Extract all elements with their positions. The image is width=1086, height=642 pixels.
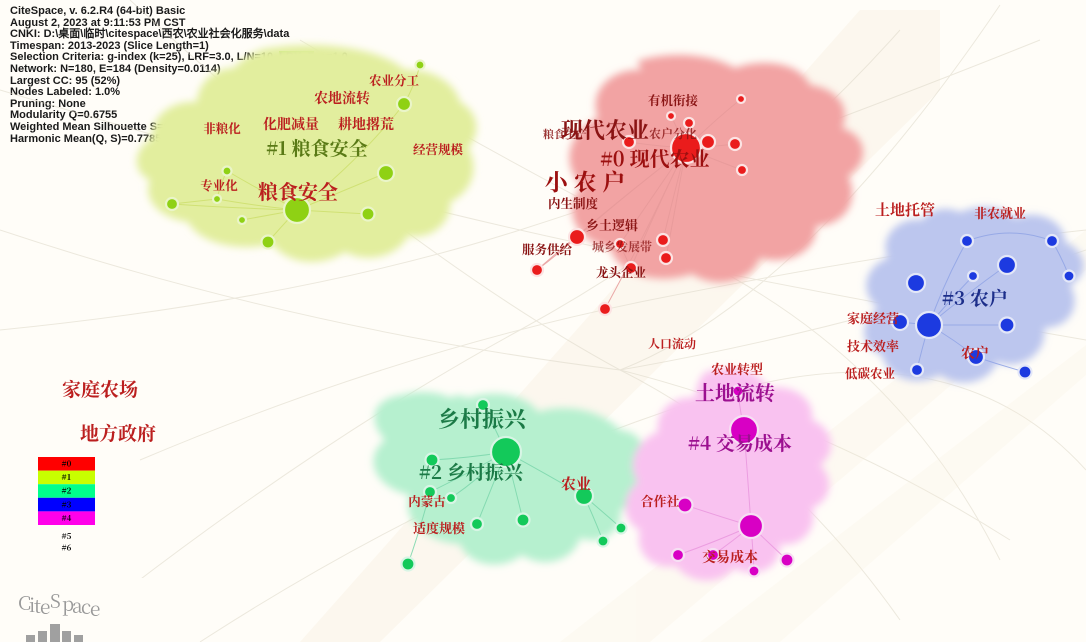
svg-text:e: e xyxy=(40,593,50,620)
svg-text:服务供给: 服务供给 xyxy=(522,240,573,258)
svg-text:非农就业: 非农就业 xyxy=(974,203,1026,222)
svg-text:交易成本: 交易成本 xyxy=(702,547,758,567)
svg-text:经营规模: 经营规模 xyxy=(413,140,464,158)
svg-text:#5: #5 xyxy=(62,531,72,542)
svg-text:#6: #6 xyxy=(62,543,72,554)
svg-text:农业分工: 农业分工 xyxy=(368,71,420,89)
svg-text:家庭农场: 家庭农场 xyxy=(62,375,138,402)
svg-text:农业转型: 农业转型 xyxy=(710,359,763,378)
svg-text:#2 乡村振兴: #2 乡村振兴 xyxy=(419,458,525,485)
svg-text:#3: #3 xyxy=(62,499,72,510)
svg-text:农地流转: 农地流转 xyxy=(313,88,370,108)
svg-text:土地流转: 土地流转 xyxy=(695,377,775,406)
svg-text:内蒙古: 内蒙古 xyxy=(408,492,446,510)
svg-text:乡土逻辑: 乡土逻辑 xyxy=(586,215,638,234)
svg-text:小 农 户: 小 农 户 xyxy=(545,164,626,197)
svg-text:土地托管: 土地托管 xyxy=(875,199,935,220)
svg-text:人口流动: 人口流动 xyxy=(648,335,696,352)
svg-text:家庭经营: 家庭经营 xyxy=(847,308,899,327)
svg-text:粮食安全: 粮食安全 xyxy=(258,176,338,205)
svg-text:地方政府: 地方政府 xyxy=(80,419,156,446)
svg-text:适度规模: 适度规模 xyxy=(413,518,465,537)
svg-text:粮食生产: 粮食生产 xyxy=(543,126,587,142)
svg-text:低碳农业: 低碳农业 xyxy=(845,364,896,382)
svg-text:乡村振兴: 乡村振兴 xyxy=(438,403,528,434)
svg-text:#3 农户: #3 农户 xyxy=(942,284,1008,311)
svg-text:农业: 农业 xyxy=(560,473,591,494)
svg-text:#0: #0 xyxy=(62,459,72,470)
svg-text:城乡发展带: 城乡发展带 xyxy=(592,238,652,255)
svg-text:专业化: 专业化 xyxy=(200,176,238,194)
svg-text:合作社: 合作社 xyxy=(640,491,679,510)
svg-text:#4 交易成本: #4 交易成本 xyxy=(688,429,792,456)
svg-text:#1 粮食安全: #1 粮食安全 xyxy=(266,134,367,161)
svg-text:S: S xyxy=(50,587,61,614)
svg-text:农户: 农户 xyxy=(960,343,989,363)
svg-text:技术效率: 技术效率 xyxy=(847,336,900,355)
svg-text:#4: #4 xyxy=(62,513,72,524)
svg-text:耕地撂荒: 耕地撂荒 xyxy=(338,114,394,134)
svg-text:龙头企业: 龙头企业 xyxy=(596,263,647,281)
svg-text:有机衔接: 有机衔接 xyxy=(648,91,699,109)
svg-text:#1: #1 xyxy=(62,472,72,483)
svg-text:农户分化: 农户分化 xyxy=(648,125,697,142)
svg-text:非粮化: 非粮化 xyxy=(203,119,241,137)
svg-text:#2: #2 xyxy=(62,486,72,497)
svg-text:化肥减量: 化肥减量 xyxy=(263,114,319,134)
svg-text:e: e xyxy=(90,595,100,622)
